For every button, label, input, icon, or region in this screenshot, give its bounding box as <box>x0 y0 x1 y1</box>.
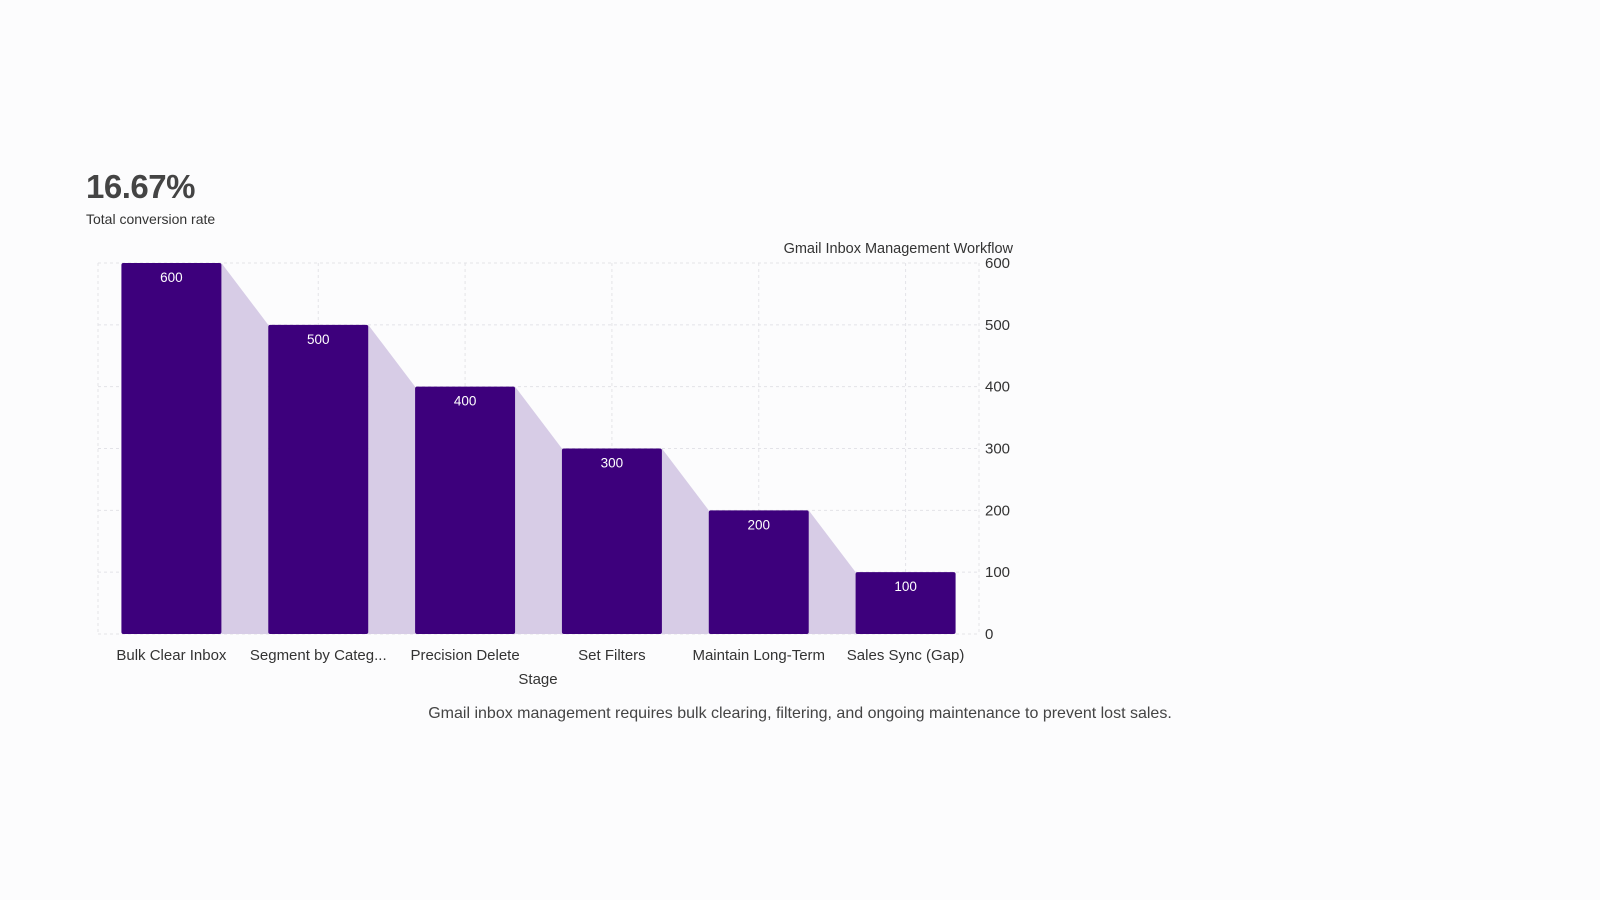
funnel-connector <box>515 386 562 634</box>
y-tick-label: 100 <box>985 564 1010 581</box>
bar-value-label: 300 <box>601 456 624 471</box>
y-tick-label: 200 <box>985 502 1010 519</box>
conversion-rate-value: 16.67% <box>86 168 195 205</box>
y-tick-label: 300 <box>985 441 1010 458</box>
bar <box>561 448 662 634</box>
bar-value-label: 200 <box>747 517 770 532</box>
x-tick-label: Segment by Categ... <box>250 647 387 664</box>
bar <box>708 510 809 634</box>
x-tick-label: Sales Sync (Gap) <box>847 647 965 664</box>
y-tick-label: 0 <box>985 626 993 643</box>
bar <box>268 324 369 634</box>
bar-value-labels: 600 500 400 300 200 100 <box>160 270 917 594</box>
bar <box>121 263 222 634</box>
bar <box>855 572 956 634</box>
x-tick-label: Maintain Long-Term <box>692 647 825 664</box>
funnel-connectors <box>221 263 856 634</box>
x-axis-title: Stage <box>518 671 557 688</box>
funnel-connector <box>368 324 416 634</box>
funnel-connector <box>808 510 856 634</box>
x-tick-label: Precision Delete <box>410 647 519 664</box>
x-tick-label: Bulk Clear Inbox <box>116 647 227 664</box>
funnel-connector <box>221 263 269 634</box>
chart-title: Gmail Inbox Management Workflow <box>784 241 1014 257</box>
funnel-connector <box>661 448 709 634</box>
y-axis-ticks: 0 100 200 300 400 500 600 <box>985 255 1010 643</box>
conversion-rate-label: Total conversion rate <box>86 211 216 227</box>
y-tick-label: 500 <box>985 317 1010 334</box>
bars <box>121 263 956 634</box>
y-tick-label: 600 <box>985 255 1010 272</box>
chart-caption: Gmail inbox management requires bulk cle… <box>428 705 1172 722</box>
bar-value-label: 100 <box>894 579 917 594</box>
bar-value-label: 400 <box>454 394 477 409</box>
x-axis-ticks: Bulk Clear Inbox Segment by Categ... Preci… <box>116 647 964 664</box>
x-tick-label: Set Filters <box>578 647 646 664</box>
y-tick-label: 400 <box>985 379 1010 396</box>
bar <box>415 386 516 634</box>
bar-value-label: 600 <box>160 270 183 285</box>
bar-value-label: 500 <box>307 332 330 347</box>
